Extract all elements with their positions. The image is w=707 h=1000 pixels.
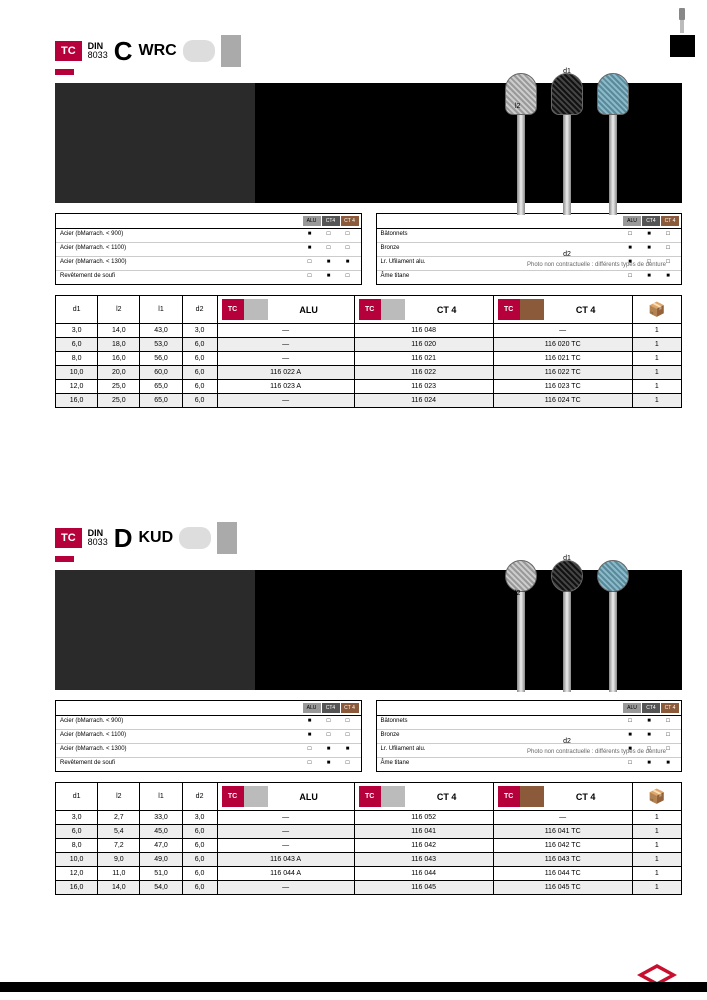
column-coating: TCALU	[217, 783, 354, 811]
din-label: DIN8033	[88, 42, 108, 60]
tc-badge: TC	[55, 528, 82, 548]
table-row: 8,07,247,06,0—116 042116 042 TC1	[56, 839, 682, 853]
column-header: l1	[140, 783, 182, 811]
dimension-table: d1l2l1d2 TCALUTCCT 4TCCT 4 📦 3,02,733,03…	[55, 782, 682, 895]
column-header: l2	[98, 296, 140, 324]
form-letter: C	[114, 36, 133, 67]
material-row: Âme titane□■■	[377, 758, 682, 771]
table-row: 3,014,043,03,0—116 048—1	[56, 324, 682, 338]
column-coating: TCCT 4	[493, 296, 632, 324]
table-row: 12,025,065,06,0116 023 A116 023116 023 T…	[56, 380, 682, 394]
column-header: d1	[56, 783, 98, 811]
column-header: l2	[98, 783, 140, 811]
description-bar: d1 l2 l1 d2 Photo non contractuelle : di…	[55, 570, 682, 690]
column-header: d1	[56, 296, 98, 324]
table-row: 16,025,065,06,0—116 024116 024 TC1	[56, 394, 682, 408]
material-row: Revêtement de soufi□■□	[56, 271, 361, 284]
material-row: Acier (bMarrach. < 1100)■□□	[56, 730, 361, 744]
material-table-left: ALUCT4CT 4 Acier (bMarrach. < 900)■□□Aci…	[55, 700, 362, 772]
material-row: Acier (bMarrach. < 1300)□■■	[56, 257, 361, 271]
material-row: Revêtement de soufi□■□	[56, 758, 361, 771]
toolbit-icon	[221, 35, 241, 67]
toolbit-icon	[217, 522, 237, 554]
type-code: KUD	[138, 529, 173, 547]
section-header: TC DIN8033 D KUD	[55, 522, 682, 554]
table-row: 6,05,445,06,0—116 041116 041 TC1	[56, 825, 682, 839]
table-row: 6,018,053,06,0—116 020116 020 TC1	[56, 338, 682, 352]
type-code: WRC	[138, 42, 176, 60]
material-row: Acier (bMarrach. < 900)■□□	[56, 229, 361, 243]
table-row: 12,011,051,06,0116 044 A116 044116 044 T…	[56, 867, 682, 881]
column-package: 📦	[632, 296, 681, 324]
shape-icon	[183, 40, 215, 62]
table-row: 8,016,056,06,0—116 021116 021 TC1	[56, 352, 682, 366]
column-header: d2	[182, 783, 217, 811]
material-table-left: ALUCT4CT 4 Acier (bMarrach. < 900)■□□Aci…	[55, 213, 362, 285]
tool-category-icon	[672, 8, 692, 33]
material-row: Acier (bMarrach. < 1100)■□□	[56, 243, 361, 257]
table-row: 3,02,733,03,0—116 052—1	[56, 811, 682, 825]
din-label: DIN8033	[88, 529, 108, 547]
column-package: 📦	[632, 783, 681, 811]
column-coating: TCCT 4	[354, 783, 493, 811]
dimension-table: d1l2l1d2 TCALUTCCT 4TCCT 4 📦 3,014,043,0…	[55, 295, 682, 408]
description-bar: d1 l2 l1 d2 Photo non contractuelle : di…	[55, 83, 682, 203]
table-row: 10,09,049,06,0116 043 A116 043116 043 TC…	[56, 853, 682, 867]
section-header: TC DIN8033 C WRC	[55, 35, 682, 67]
form-letter: D	[114, 523, 133, 554]
material-row: Acier (bMarrach. < 1300)□■■	[56, 744, 361, 758]
shape-icon	[179, 527, 211, 549]
product-section-C: TC DIN8033 C WRC d1 l2 l1 d2 Photo non c…	[55, 35, 682, 408]
page-footer-bar	[0, 982, 707, 992]
material-row: Acier (bMarrach. < 900)■□□	[56, 716, 361, 730]
column-header: d2	[182, 296, 217, 324]
tc-badge: TC	[55, 41, 82, 61]
product-image: d1 l2 l1 d2 Photo non contractuelle : di…	[487, 560, 647, 740]
table-row: 16,014,054,06,0—116 045116 045 TC1	[56, 881, 682, 895]
product-image: d1 l2 l1 d2 Photo non contractuelle : di…	[487, 73, 647, 253]
column-coating: TCCT 4	[354, 296, 493, 324]
column-header: l1	[140, 296, 182, 324]
table-row: 10,020,060,06,0116 022 A116 022116 022 T…	[56, 366, 682, 380]
product-section-D: TC DIN8033 D KUD d1 l2 l1 d2 Photo non c…	[55, 522, 682, 895]
material-row: Âme titane□■■	[377, 271, 682, 284]
column-coating: TCCT 4	[493, 783, 632, 811]
column-coating: TCALU	[217, 296, 354, 324]
